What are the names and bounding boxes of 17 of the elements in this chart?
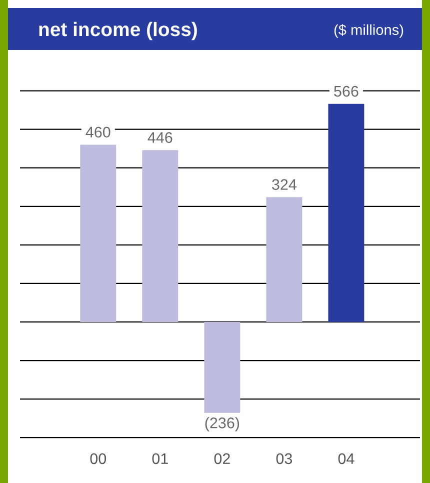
data-label: (236) (205, 417, 240, 432)
bar (204, 322, 240, 413)
x-tick-label: 00 (90, 453, 106, 464)
data-label: 460 (86, 126, 110, 138)
bar (142, 150, 178, 322)
x-tick-label: 02 (214, 453, 230, 464)
x-tick-label: 01 (152, 453, 168, 464)
chart-title: net income (loss) (39, 22, 197, 40)
chart-subtitle: ($ millions) (334, 24, 404, 38)
data-label: 446 (148, 132, 172, 143)
bar (328, 104, 364, 322)
bar (80, 144, 116, 322)
x-tick-label: 04 (338, 453, 354, 464)
data-label: 566 (334, 86, 358, 97)
bar (266, 197, 302, 322)
x-tick-label: 03 (276, 453, 292, 464)
data-label: 324 (272, 179, 296, 190)
